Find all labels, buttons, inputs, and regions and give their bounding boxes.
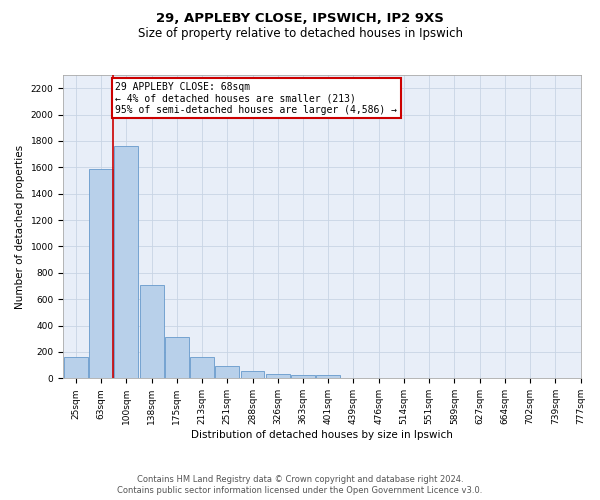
Bar bbox=[241, 371, 265, 378]
Text: Contains HM Land Registry data © Crown copyright and database right 2024.: Contains HM Land Registry data © Crown c… bbox=[137, 475, 463, 484]
Bar bbox=[89, 168, 113, 378]
X-axis label: Distribution of detached houses by size in Ipswich: Distribution of detached houses by size … bbox=[191, 430, 453, 440]
Bar bbox=[140, 284, 164, 378]
Bar bbox=[64, 357, 88, 378]
Bar bbox=[115, 146, 139, 378]
Text: 29 APPLEBY CLOSE: 68sqm
← 4% of detached houses are smaller (213)
95% of semi-de: 29 APPLEBY CLOSE: 68sqm ← 4% of detached… bbox=[115, 82, 397, 115]
Bar bbox=[291, 375, 315, 378]
Bar bbox=[190, 357, 214, 378]
Text: Contains public sector information licensed under the Open Government Licence v3: Contains public sector information licen… bbox=[118, 486, 482, 495]
Bar bbox=[316, 375, 340, 378]
Bar bbox=[215, 366, 239, 378]
Text: Size of property relative to detached houses in Ipswich: Size of property relative to detached ho… bbox=[137, 28, 463, 40]
Y-axis label: Number of detached properties: Number of detached properties bbox=[15, 144, 25, 308]
Bar bbox=[266, 374, 290, 378]
Bar bbox=[165, 337, 189, 378]
Text: 29, APPLEBY CLOSE, IPSWICH, IP2 9XS: 29, APPLEBY CLOSE, IPSWICH, IP2 9XS bbox=[156, 12, 444, 26]
